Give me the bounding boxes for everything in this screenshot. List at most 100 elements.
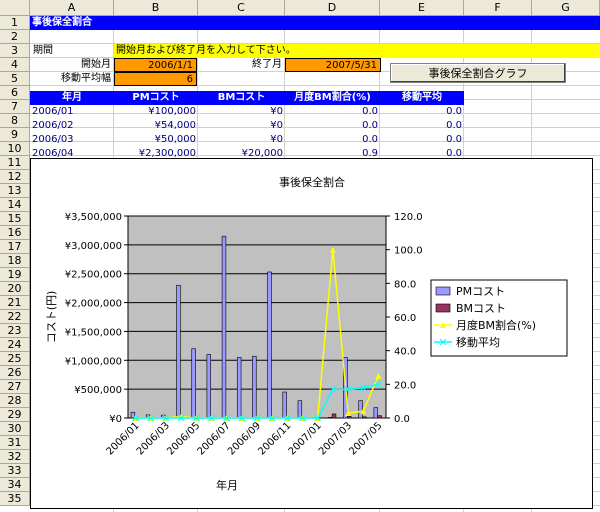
legend-label: 月度BM割合(%) [456,318,536,332]
row-header-35[interactable]: 35 [0,492,30,506]
row-header-26[interactable]: 26 [0,366,30,380]
row-header-31[interactable]: 31 [0,436,30,450]
row-header-4[interactable]: 4 [0,58,30,72]
table-cell[interactable]: ¥2,300,000 [138,148,196,159]
row-header-19[interactable]: 19 [0,268,30,282]
table-cell[interactable]: 0.0 [446,106,462,117]
end-label[interactable]: 終了月 [252,59,282,70]
row-header-23[interactable]: 23 [0,324,30,338]
row-header-5[interactable]: 5 [0,72,30,86]
table-cell[interactable]: 0.0 [446,148,462,159]
bm-ratio-graph-button[interactable]: 事後保全割合グラフ [390,63,566,83]
row-header-12[interactable]: 12 [0,170,30,184]
row-header-9[interactable]: 9 [0,128,30,142]
table-cell[interactable]: 2006/03 [32,134,74,145]
row-header-7[interactable]: 7 [0,100,30,114]
row-header-11[interactable]: 11 [0,156,30,170]
marker-ma [344,386,352,393]
row-header-18[interactable]: 18 [0,254,30,268]
column-header-C[interactable]: C [198,0,285,16]
table-cell[interactable]: 0.0 [446,134,462,145]
bar-pm [252,355,257,419]
row-header-17[interactable]: 17 [0,240,30,254]
row-header-16[interactable]: 16 [0,226,30,240]
row-header-28[interactable]: 28 [0,394,30,408]
row-header-15[interactable]: 15 [0,212,30,226]
table-header-1[interactable]: PMコスト [114,91,198,105]
ma-width-label[interactable]: 移動平均幅 [61,73,111,84]
legend-label: BMコスト [456,302,506,315]
row-header-25[interactable]: 25 [0,352,30,366]
chart[interactable]: 事後保全割合 ¥0 ¥500,000 ¥1,000,000 ¥1,500,000 ¥2,0… [30,158,593,509]
table-cell[interactable]: 2006/04 [32,148,74,159]
table-header-2[interactable]: BMコスト [198,91,285,105]
column-header-A[interactable]: A [30,0,114,16]
row-header-20[interactable]: 20 [0,282,30,296]
table-cell[interactable]: ¥100,000 [148,106,196,117]
ma-width-input[interactable]: 6 [114,72,197,86]
column-header-F[interactable]: F [464,0,532,16]
marker-ma [208,414,215,422]
period-label[interactable]: 期間 [33,45,53,56]
table-header-0[interactable]: 年月 [30,91,114,105]
table-cell[interactable]: 0.9 [362,148,378,159]
select-all-corner[interactable] [0,0,30,16]
bar-bm [346,415,352,419]
row-header-1[interactable]: 1 [0,16,30,30]
table-cell[interactable]: ¥0 [270,134,283,145]
table-cell[interactable]: ¥50,000 [154,134,196,145]
table-cell[interactable]: 2006/01 [32,106,74,117]
table-header-3[interactable]: 月度BM割合(%) [285,91,380,105]
period-instruction[interactable]: 開始月および終了月を入力して下さい。 [114,44,600,58]
table-header-4[interactable]: 移動平均 [380,91,464,105]
bar-bm [362,416,367,419]
row-header-8[interactable]: 8 [0,114,30,128]
column-header-D[interactable]: D [285,0,380,16]
row-header-27[interactable]: 27 [0,380,30,394]
end-month-input[interactable]: 2007/5/31 [285,58,381,72]
row-header-21[interactable]: 21 [0,296,30,310]
table-cell[interactable]: 0.0 [446,120,462,131]
y-tick-label: ¥2,000,000 [65,299,122,310]
row-header-30[interactable]: 30 [0,422,30,436]
table-cell[interactable]: 0.0 [362,120,378,131]
row-header-14[interactable]: 14 [0,198,30,212]
legend-marker [440,322,446,328]
y2-tick-label: 120.0 [394,212,423,223]
row-header-10[interactable]: 10 [0,142,30,156]
sheet-title[interactable]: 事後保全割合 [30,16,600,30]
marker-ratio [360,408,367,415]
legend-marker [439,338,447,346]
row-header-2[interactable]: 2 [0,30,30,44]
table-cell[interactable]: ¥54,000 [154,120,196,131]
row-header-33[interactable]: 33 [0,464,30,478]
marker-ratio [329,246,336,253]
gridline-row [30,141,600,142]
column-header-B[interactable]: B [114,0,198,16]
marker-ma [299,414,306,422]
table-cell[interactable]: 0.0 [362,134,378,145]
marker-ma [359,384,367,392]
row-header-6[interactable]: 6 [0,86,30,100]
bar-pm [206,354,212,419]
row-header-22[interactable]: 22 [0,310,30,324]
bar-pm [328,417,333,419]
table-cell[interactable]: ¥0 [270,120,283,131]
row-header-3[interactable]: 3 [0,44,30,58]
table-cell[interactable]: ¥0 [270,106,283,117]
row-header-34[interactable]: 34 [0,478,30,492]
table-cell[interactable]: 2006/02 [32,120,74,131]
row-header-24[interactable]: 24 [0,338,30,352]
column-header-G[interactable]: G [532,0,600,16]
row-header-32[interactable]: 32 [0,450,30,464]
table-cell[interactable]: 0.0 [362,106,378,117]
x-tick-label: 2007/05 [347,420,384,457]
row-header-13[interactable]: 13 [0,184,30,198]
row-header-29[interactable]: 29 [0,408,30,422]
start-label[interactable]: 開始月 [81,59,111,70]
table-cell[interactable]: ¥20,000 [241,148,283,159]
start-month-input[interactable]: 2006/1/1 [114,58,197,72]
bar-pm [358,400,363,419]
column-header-E[interactable]: E [380,0,464,16]
